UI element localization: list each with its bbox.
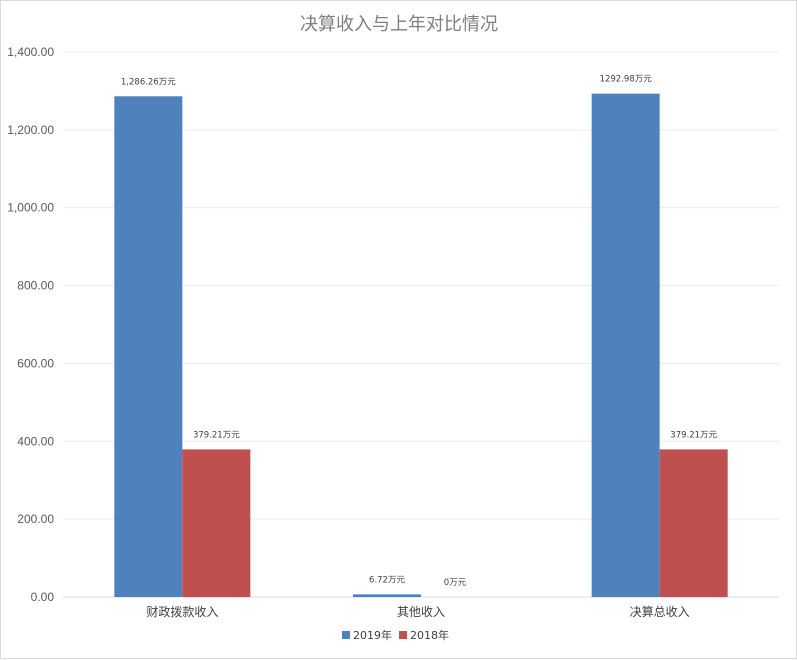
bar bbox=[659, 449, 728, 597]
chart-title: 决算收入与上年对比情况 bbox=[300, 14, 498, 35]
legend-label: 2019年 bbox=[353, 628, 392, 642]
category-label: 其他收入 bbox=[397, 605, 445, 619]
category-label: 财政拨款收入 bbox=[146, 605, 218, 619]
bar bbox=[353, 594, 421, 597]
y-tick-label: 800.00 bbox=[17, 279, 54, 293]
x-axis-categories: 财政拨款收入 其他收入 决算总收入 bbox=[146, 604, 689, 619]
bars bbox=[114, 93, 728, 598]
legend-label: 2018年 bbox=[410, 628, 449, 642]
y-tick-label: 1,200.00 bbox=[7, 123, 54, 137]
data-labels: 1,286.26万元 379.21万元 6.72万元 0万元 1292.98万元 379.… bbox=[121, 75, 718, 588]
y-tick-label: 600.00 bbox=[17, 356, 54, 370]
y-tick-label: 1,000.00 bbox=[7, 201, 54, 215]
category-label: 决算总收入 bbox=[630, 604, 690, 619]
y-axis-ticks: 0.00 200.00 400.00 600.00 800.00 1,000.00 1,20… bbox=[7, 45, 54, 604]
bar bbox=[591, 93, 660, 598]
y-tick-label: 200.00 bbox=[17, 512, 54, 526]
legend: 2019年 2018年 bbox=[342, 628, 449, 642]
data-label: 0万元 bbox=[444, 578, 467, 588]
y-tick-label: 0.00 bbox=[31, 590, 55, 604]
data-label: 379.21万元 bbox=[670, 430, 717, 440]
legend-swatch bbox=[399, 631, 407, 639]
bar bbox=[182, 449, 251, 597]
legend-swatch bbox=[342, 631, 350, 639]
bar bbox=[114, 96, 183, 598]
data-label: 6.72万元 bbox=[369, 575, 405, 585]
data-label: 1292.98万元 bbox=[600, 75, 653, 85]
y-tick-label: 400.00 bbox=[17, 434, 54, 448]
data-label: 379.21万元 bbox=[193, 430, 240, 440]
y-tick-label: 1,400.00 bbox=[7, 45, 54, 59]
data-label: 1,286.26万元 bbox=[121, 77, 176, 87]
